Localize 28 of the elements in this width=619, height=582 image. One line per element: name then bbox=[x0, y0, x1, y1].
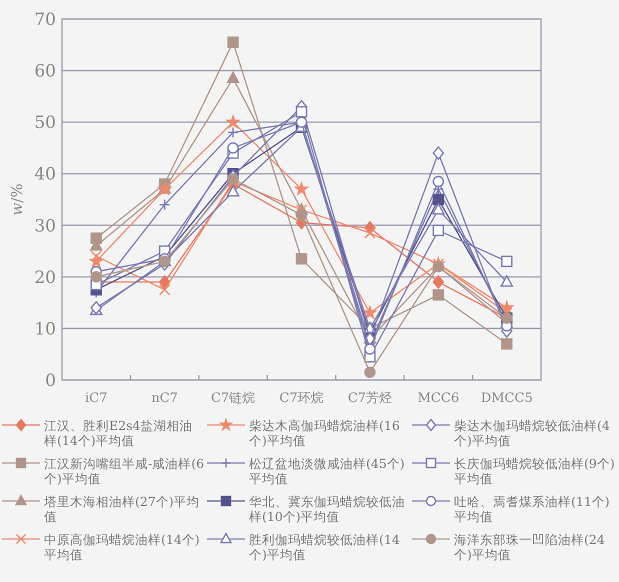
legend-label: 松辽盆地淡微咸油样(45个)平均值 bbox=[249, 456, 406, 486]
y-tick-label: 10 bbox=[34, 319, 56, 340]
legend-label: 塔里木海相油样(27个)平均值 bbox=[44, 494, 201, 524]
x-tick-label: DMCC5 bbox=[480, 391, 533, 406]
x-tick-label: C7链烷 bbox=[210, 391, 256, 406]
legend-label: 柴达木高伽玛蜡烷油样(16个)平均值 bbox=[249, 418, 401, 448]
y-tick-label: 0 bbox=[45, 371, 56, 391]
x-tick-label: nC7 bbox=[151, 391, 178, 406]
legend-label: 海洋东部珠一凹陷油样(24个)平均值 bbox=[454, 532, 606, 562]
y-axis-title: w/% bbox=[8, 183, 26, 216]
x-tick-label: C7芳烃 bbox=[348, 391, 392, 406]
y-tick-label: 40 bbox=[34, 164, 56, 185]
y-tick-label: 60 bbox=[34, 62, 56, 82]
x-tick-label: MCC6 bbox=[418, 391, 460, 406]
legend-label: 江汉新沟嘴组半咸-咸油样(6个)平均值 bbox=[44, 456, 205, 486]
legend-label: 胜利伽玛蜡烷较低油样(14个)平均值 bbox=[249, 532, 401, 562]
y-tick-label: 30 bbox=[34, 216, 56, 236]
legend-label: 长庆伽玛蜡烷较低油样(9个)平均值 bbox=[454, 456, 615, 486]
legend-label: 中原高伽玛蜡烷油样(14个)平均值 bbox=[44, 532, 201, 562]
x-tick-label: iC7 bbox=[85, 391, 108, 406]
x-tick-label: C7环烷 bbox=[279, 391, 324, 406]
legend-label: 吐哈、焉耆煤系油样(11个)平均值 bbox=[454, 494, 611, 524]
legend-label: 华北、冀东伽玛蜡烷较低油样(10个)平均值 bbox=[249, 494, 406, 524]
y-tick-label: 70 bbox=[34, 10, 56, 30]
y-tick-label: 20 bbox=[34, 268, 56, 288]
y-tick-label: 50 bbox=[34, 113, 56, 134]
legend-label: 柴达木伽玛蜡烷较低油样(4个)平均值 bbox=[454, 418, 611, 448]
legend-label: 江汉、胜利E2s4盐湖相油样(14个)平均值 bbox=[44, 418, 194, 448]
